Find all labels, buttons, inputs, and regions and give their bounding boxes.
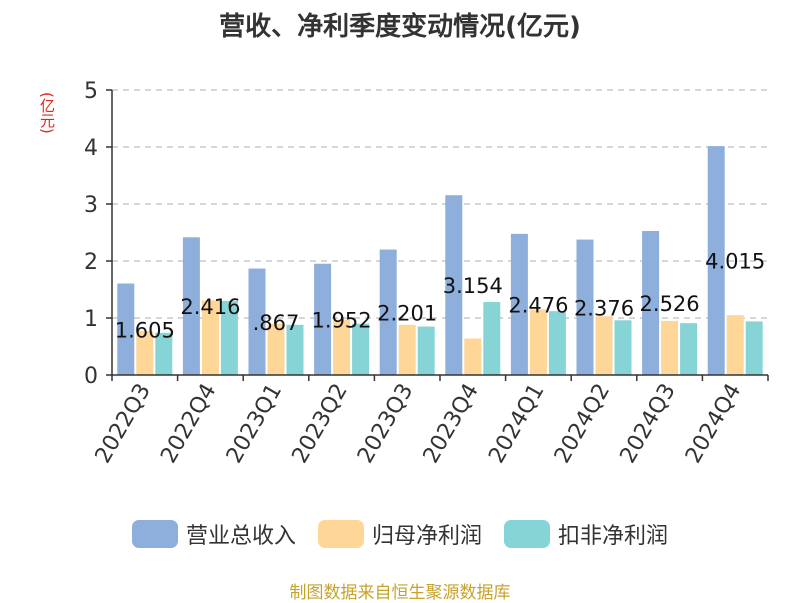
data-label-2023Q1: .867 (253, 311, 300, 335)
bar-2023Q3-series-1 (398, 324, 416, 375)
y-axis-unit-label: (亿元) (38, 92, 56, 134)
legend-swatch (131, 520, 178, 548)
x-tick-label: 2023Q4 (419, 380, 484, 468)
bar-2022Q4-series-1 (201, 300, 219, 375)
chart-title: 营收、净利季度变动情况(亿元) (219, 12, 581, 42)
data-label-2023Q2: 1.952 (312, 308, 372, 332)
x-tick-label: 2024Q2 (550, 380, 615, 468)
y-tick-label: 0 (84, 364, 98, 389)
data-label-2023Q3: 2.201 (377, 301, 437, 325)
bar-2024Q1-series-1 (529, 309, 547, 375)
y-tick-label: 3 (84, 193, 98, 218)
bar-2023Q1-series-0 (248, 268, 266, 375)
data-label-2024Q4: 4.015 (705, 250, 765, 274)
bar-2024Q1-series-2 (548, 311, 566, 375)
bar-2022Q3-series-1 (136, 331, 154, 375)
x-tick-label: 2024Q1 (484, 380, 549, 468)
bar-2023Q3-series-2 (417, 326, 435, 375)
x-tick-label: 2023Q3 (353, 380, 418, 468)
bar-2024Q2-series-0 (576, 239, 594, 375)
bar-2022Q4-series-2 (220, 300, 238, 375)
bar-2024Q3-series-0 (642, 231, 660, 375)
x-tick-label: 2022Q4 (156, 380, 221, 468)
data-label-2022Q4: 2.416 (180, 295, 240, 319)
legend-label: 归母净利润 (371, 524, 482, 549)
y-tick-label: 4 (84, 136, 98, 161)
bar-2022Q4-series-0 (182, 237, 200, 375)
legend-item-2[interactable]: 扣非净利润 (504, 518, 668, 550)
bar-2024Q1-series-0 (510, 233, 528, 375)
bar-2022Q3-series-0 (117, 283, 135, 375)
bar-2024Q2-series-2 (614, 320, 632, 375)
data-label-2024Q2: 2.376 (574, 296, 634, 320)
data-label-2024Q3: 2.526 (640, 292, 700, 316)
bar-2023Q1-series-2 (286, 324, 304, 375)
legend-swatch (317, 520, 364, 548)
data-label-2023Q4: 3.154 (443, 274, 503, 298)
bar-2023Q4-series-1 (464, 338, 482, 375)
legend-swatch (504, 520, 550, 548)
bar-2024Q4-series-1 (726, 315, 744, 375)
bar-2023Q3-series-0 (379, 249, 397, 375)
data-label-2024Q1: 2.476 (508, 293, 568, 317)
bar-2023Q1-series-1 (267, 323, 285, 375)
data-label-2022Q3: 1.605 (115, 318, 175, 342)
x-tick-label: 2024Q4 (681, 380, 746, 468)
bar-2024Q2-series-1 (595, 316, 613, 375)
bar-2023Q4-series-2 (483, 302, 501, 375)
bar-2023Q4-series-0 (445, 195, 463, 375)
bar-2023Q2-series-0 (314, 263, 332, 375)
x-tick-label: 2022Q3 (91, 380, 156, 468)
bar-2024Q4-series-0 (707, 146, 725, 375)
legend-label: 扣非净利润 (558, 524, 669, 549)
y-tick-label: 1 (84, 307, 98, 332)
bar-2023Q2-series-2 (352, 323, 370, 375)
data-source-note: 制图数据来自恒生聚源数据库 (289, 583, 511, 603)
y-tick-label: 5 (84, 79, 98, 104)
bar-2023Q2-series-1 (333, 319, 351, 375)
bar-2024Q3-series-2 (680, 323, 698, 375)
legend-item-1[interactable]: 归母净利润 (317, 518, 482, 550)
legend-item-0[interactable]: 营业总收入 (131, 518, 296, 550)
chart-legend: 营业总收入 归母净利润 扣非净利润 (0, 518, 800, 550)
bar-2022Q3-series-2 (155, 332, 173, 375)
y-tick-label: 2 (84, 250, 98, 275)
x-tick-label: 2023Q1 (222, 380, 287, 468)
bar-2024Q3-series-1 (661, 320, 679, 375)
bar-2024Q4-series-2 (745, 321, 763, 375)
x-tick-label: 2023Q2 (287, 380, 352, 468)
legend-label: 营业总收入 (185, 524, 296, 549)
x-tick-label: 2024Q3 (615, 380, 680, 468)
